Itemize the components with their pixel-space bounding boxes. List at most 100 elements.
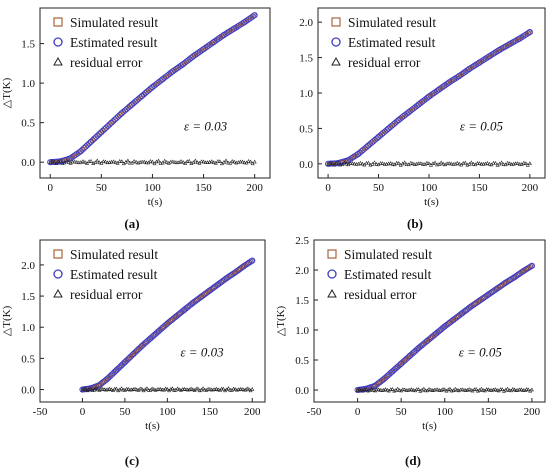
x-axis-label: t(s) [145, 420, 160, 432]
residual-point [226, 160, 231, 165]
residual-point [352, 161, 357, 166]
residual-point [500, 387, 505, 391]
simulated-point [89, 140, 93, 143]
legend-label: Simulated result [344, 247, 432, 262]
y-axis-label: △T(K) [1, 305, 13, 336]
residual-point [366, 160, 371, 165]
estimated-point [103, 124, 110, 131]
simulated-point [475, 62, 479, 66]
simulated-point [200, 295, 203, 298]
y-tick-label: 1.5 [295, 295, 309, 307]
residual-point [469, 160, 474, 165]
simulated-point [450, 79, 453, 83]
residual-point [374, 161, 379, 166]
x-tick-label: 0 [47, 182, 53, 194]
y-tick-label: 1.5 [21, 39, 35, 51]
simulated-point [251, 259, 254, 262]
residual-point [455, 160, 460, 165]
simulated-point [174, 68, 177, 71]
simulated-point [227, 275, 231, 278]
residual-point [88, 386, 93, 391]
estimated-point [231, 25, 238, 32]
simulated-point [465, 69, 469, 72]
simulated-point [212, 40, 216, 44]
simulated-point [144, 340, 148, 344]
simulated-point [197, 297, 201, 300]
residual-point [231, 386, 236, 391]
residual-point [95, 387, 100, 392]
residual-point [158, 387, 163, 391]
residual-point [89, 158, 94, 163]
simulated-point [77, 151, 80, 155]
series-simulated-result [356, 264, 534, 392]
residual-point [527, 161, 532, 166]
simulated-point [480, 297, 484, 301]
x-tick-label: 200 [244, 406, 261, 418]
residual-point [245, 386, 250, 391]
simulated-point [515, 274, 518, 277]
residual-point [250, 161, 255, 166]
simulated-point [186, 58, 190, 62]
simulated-point [166, 73, 170, 77]
y-tick-label: 0.5 [21, 353, 35, 365]
x-tick-label: 0 [80, 406, 86, 418]
residual-point [475, 161, 480, 165]
residual-point [408, 160, 413, 165]
simulated-point [153, 333, 156, 336]
simulated-point [179, 64, 182, 68]
residual-point [114, 386, 119, 391]
simulated-point [112, 119, 116, 122]
residual-point [207, 386, 212, 391]
residual-point [238, 159, 243, 164]
legend-triangle-marker [53, 288, 63, 298]
simulated-point [495, 287, 499, 290]
simulated-point [240, 266, 243, 269]
x-tick-label: 50 [396, 406, 408, 418]
residual-point [441, 161, 446, 166]
simulated-point [66, 157, 70, 161]
residual-point [385, 387, 390, 392]
simulated-point [469, 305, 473, 308]
residual-point [215, 159, 220, 163]
legend-square-marker [53, 249, 63, 259]
simulated-point [344, 159, 347, 163]
residual-point [344, 161, 349, 166]
panel-label: (d) [405, 453, 421, 468]
residual-point [505, 386, 510, 391]
residual-point [115, 160, 120, 165]
simulated-point [187, 305, 190, 308]
simulated-point [454, 316, 457, 320]
residual-point [463, 160, 468, 165]
simulated-point [102, 380, 105, 383]
y-axis-label: △T(K) [275, 305, 287, 336]
simulated-point [404, 358, 407, 361]
residual-point [182, 386, 187, 391]
simulated-point [484, 294, 488, 298]
residual-point [427, 387, 432, 391]
legend-square-marker [331, 17, 341, 27]
simulated-point [161, 77, 164, 81]
simulated-point [460, 311, 464, 315]
residual-point [240, 159, 245, 164]
simulated-point [410, 352, 414, 356]
y-tick-label: 1.5 [299, 53, 313, 65]
panel-label: (a) [124, 216, 139, 231]
simulated-point [170, 318, 173, 322]
simulated-point [387, 127, 390, 130]
residual-point [174, 160, 179, 165]
residual-point [233, 387, 238, 391]
simulated-point [528, 265, 531, 269]
simulated-point [212, 286, 216, 289]
estimated-point [88, 138, 95, 145]
simulated-point [142, 342, 146, 346]
simulated-point [415, 348, 418, 352]
residual-point [485, 160, 490, 165]
residual-point [382, 161, 387, 166]
legend-label: residual error [70, 55, 143, 70]
residual-point [487, 161, 492, 166]
residual-point [404, 162, 409, 167]
residual-point [383, 387, 388, 391]
simulated-point [151, 85, 154, 89]
simulated-point [406, 356, 409, 359]
simulated-point [369, 142, 373, 145]
